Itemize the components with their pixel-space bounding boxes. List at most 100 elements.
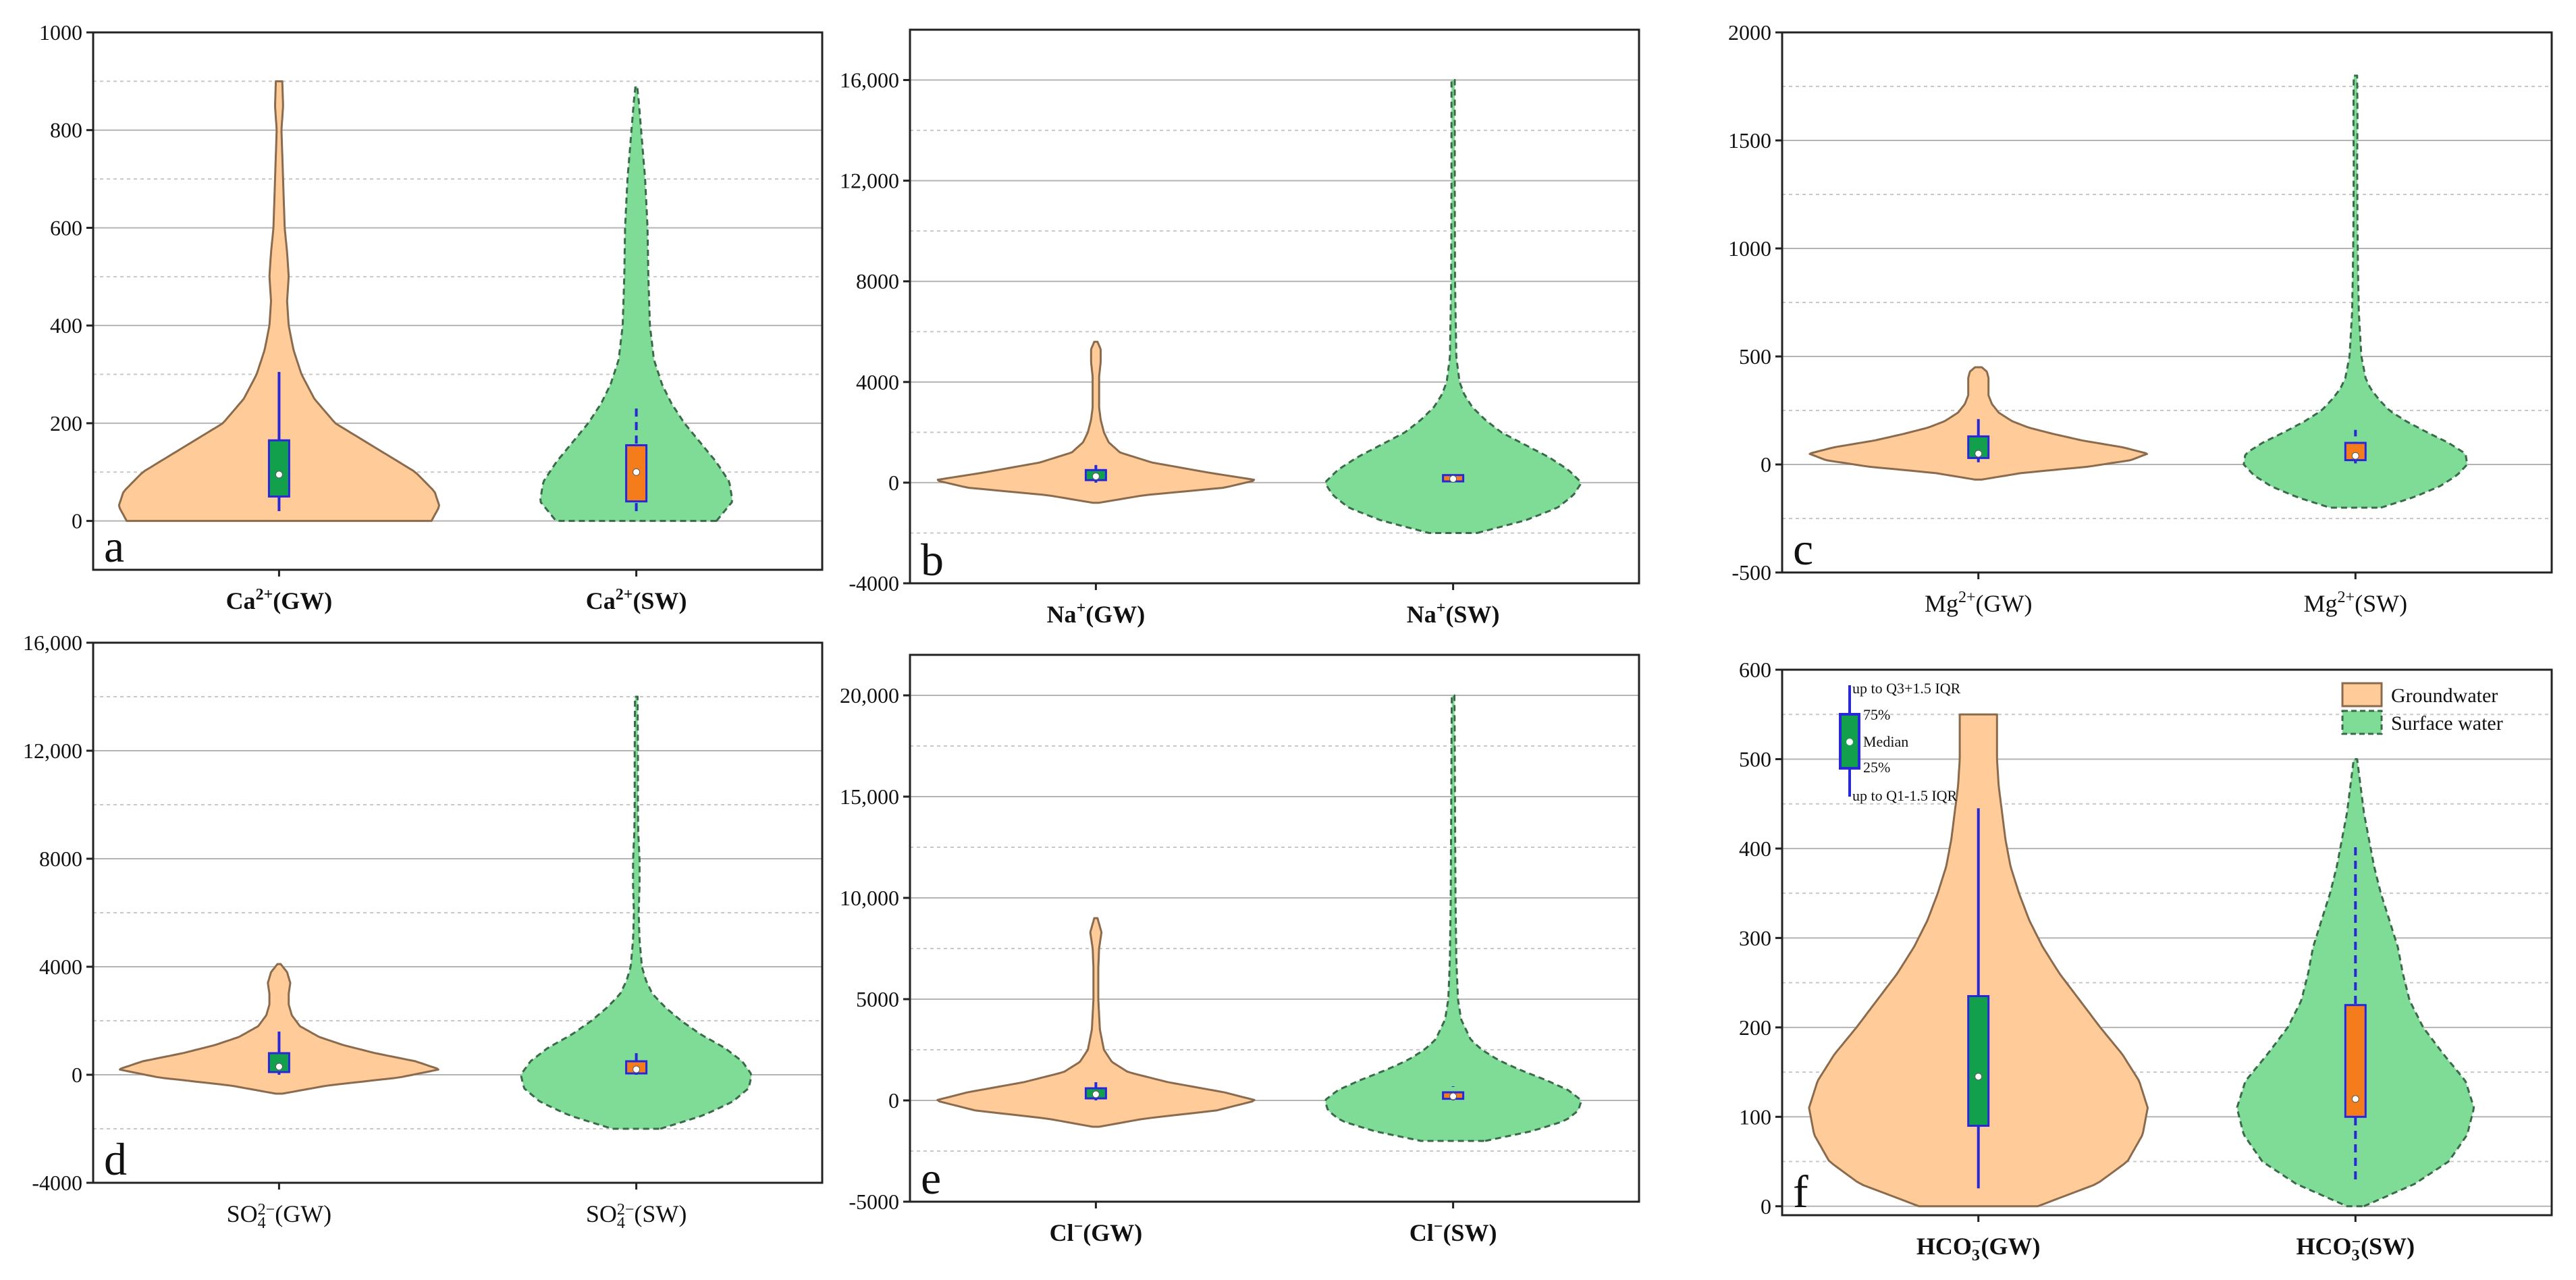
surface-water-violin-b [1324, 79, 1582, 534]
surface-water-median-dot-b [1449, 475, 1457, 483]
y-tick-label: 1000 [39, 20, 82, 45]
surface-water-median-dot-d [633, 1065, 641, 1073]
legend-groundwater-label: Groundwater [2391, 685, 2498, 707]
y-tick-label: 8000 [856, 269, 899, 294]
category-label-b-sw: Na+(SW) [1407, 599, 1500, 628]
category-label-c-gw: Mg2+(GW) [1925, 589, 2033, 617]
category-label-a-gw: Ca2+(GW) [226, 586, 333, 614]
plot-frame [92, 641, 824, 1184]
y-tick-label: 600 [1739, 658, 1771, 682]
chart-panel-b: -4000 0 4000 8000 12,000 16,000 Na+(GW) Na+(SW)… [840, 28, 1640, 628]
plot-frame [1781, 31, 2553, 574]
y-tick-label: 400 [50, 313, 82, 338]
y-tick-label: 10,000 [840, 886, 899, 910]
groundwater-median-dot-c [1975, 450, 1983, 458]
surface-water-median-dot-c [2351, 452, 2359, 460]
y-tick-label: 200 [50, 411, 82, 435]
groundwater-violin-e [936, 917, 1256, 1128]
groundwater-median-dot-e [1092, 1090, 1100, 1098]
y-tick-label: 5000 [856, 987, 899, 1011]
y-tick-label: 500 [1739, 747, 1771, 771]
y-tick-label: 16,000 [840, 68, 899, 92]
panel-letter-e: e [921, 1152, 941, 1204]
y-tick-label: 0 [72, 1063, 82, 1087]
plot-frame [1781, 668, 2553, 1217]
surface-water-box-c [2344, 442, 2367, 462]
chart-panel-c: -500 0 500 1000 1500 2000 Mg2+(GW) Mg2+(SW) c [1728, 20, 2553, 617]
plot-frame [909, 654, 1640, 1203]
chart-panel-f: 0 100 200 300 400 500 600 HCO3−(GW) HCO3−(SW) f [1739, 658, 2553, 1264]
panel-letter-f: f [1793, 1166, 1808, 1217]
y-tick-label: 2000 [1728, 20, 1771, 45]
y-tick-label: -4000 [849, 571, 899, 595]
panel-letter-d: d [104, 1134, 127, 1185]
category-label-c-sw: Mg2+(SW) [2304, 589, 2408, 617]
y-tick-label: 0 [72, 509, 82, 533]
box-key-upper-label: up to Q3+1.5 IQR [1852, 680, 1961, 697]
chart-panel-d: -4000 0 4000 8000 12,000 16,000 SO42−(GW) SO42−… [23, 631, 824, 1232]
surface-water-median-dot-e [1449, 1092, 1457, 1100]
groundwater-box-a [267, 439, 290, 498]
box-key-median-dot [1846, 739, 1853, 745]
y-tick-label: 16,000 [23, 631, 82, 655]
y-tick-label: 500 [1739, 344, 1771, 369]
box-key: up to Q3+1.5 IQR 75% Median 25% up to Q1… [1839, 680, 1961, 804]
y-tick-label: 4000 [856, 370, 899, 394]
y-tick-label: 0 [1761, 1194, 1771, 1219]
chart-panel-a: 0 200 400 600 800 1000 Ca2+(GW) Ca2+(SW) a [39, 20, 824, 614]
panel-letter-b: b [921, 534, 944, 585]
groundwater-median-dot-a [275, 471, 283, 479]
y-tick-label: 20,000 [840, 683, 899, 708]
y-tick-label: 4000 [39, 955, 82, 979]
y-tick-label: -5000 [849, 1190, 899, 1214]
y-tick-label: 1500 [1728, 128, 1771, 153]
y-tick-label: 800 [50, 118, 82, 142]
y-tick-label: 0 [1761, 452, 1771, 477]
y-tick-label: 12,000 [840, 169, 899, 193]
groundwater-violin-d [119, 963, 439, 1095]
surface-water-median-dot-f [2351, 1095, 2359, 1103]
surface-water-violin-a [539, 85, 734, 523]
groundwater-violin-a [117, 80, 440, 523]
box-key-q3-label: 75% [1863, 706, 1890, 723]
y-tick-label: 600 [50, 215, 82, 240]
legend-groundwater-swatch [2341, 682, 2383, 708]
category-label-e-sw: Cl−(SW) [1410, 1218, 1497, 1246]
category-label-e-gw: Cl−(GW) [1050, 1218, 1143, 1246]
y-tick-label: 8000 [39, 847, 82, 871]
legend-surface-water-swatch [2341, 710, 2383, 735]
y-tick-label: -4000 [32, 1171, 82, 1195]
y-tick-label: 1000 [1728, 236, 1771, 261]
plot-frame [909, 28, 1640, 585]
y-tick-label: 12,000 [23, 739, 82, 763]
box-key-lower-label: up to Q1-1.5 IQR [1852, 787, 1958, 804]
y-tick-label: 100 [1739, 1104, 1771, 1129]
y-tick-label: 0 [888, 1088, 899, 1113]
y-tick-label: 15,000 [840, 784, 899, 809]
category-label-a-sw: Ca2+(SW) [586, 586, 687, 614]
groundwater-median-dot-d [275, 1063, 283, 1071]
groundwater-median-dot-b [1092, 473, 1100, 481]
y-tick-label: 400 [1739, 836, 1771, 861]
y-tick-label: 300 [1739, 926, 1771, 950]
surface-water-median-dot-a [633, 468, 641, 476]
panel-letter-c: c [1793, 523, 1813, 575]
groundwater-box-f [1967, 994, 1990, 1127]
category-label-f-gw: HCO3−(GW) [1916, 1233, 2041, 1264]
y-tick-label: 200 [1739, 1015, 1771, 1040]
chart-panel-e: -5000 0 5000 10,000 15,000 20,000 Cl−(GW) Cl−(S… [840, 654, 1640, 1246]
panel-letter-a: a [104, 521, 124, 572]
category-label-b-gw: Na+(GW) [1047, 599, 1146, 628]
category-label-f-sw: HCO3−(SW) [2296, 1233, 2415, 1264]
surface-water-violin-c [2243, 74, 2469, 509]
box-key-median-label: Median [1863, 733, 1908, 750]
legend: Groundwater Surface water [2341, 682, 2503, 735]
category-label-d-sw: SO42−(SW) [586, 1200, 687, 1232]
groundwater-violin-b [936, 340, 1256, 504]
y-tick-label: -500 [1732, 560, 1771, 585]
box-key-q1-label: 25% [1863, 759, 1890, 776]
surface-water-violin-e [1324, 694, 1582, 1142]
y-tick-label: 0 [888, 471, 899, 495]
category-label-d-gw: SO42−(GW) [227, 1200, 332, 1232]
